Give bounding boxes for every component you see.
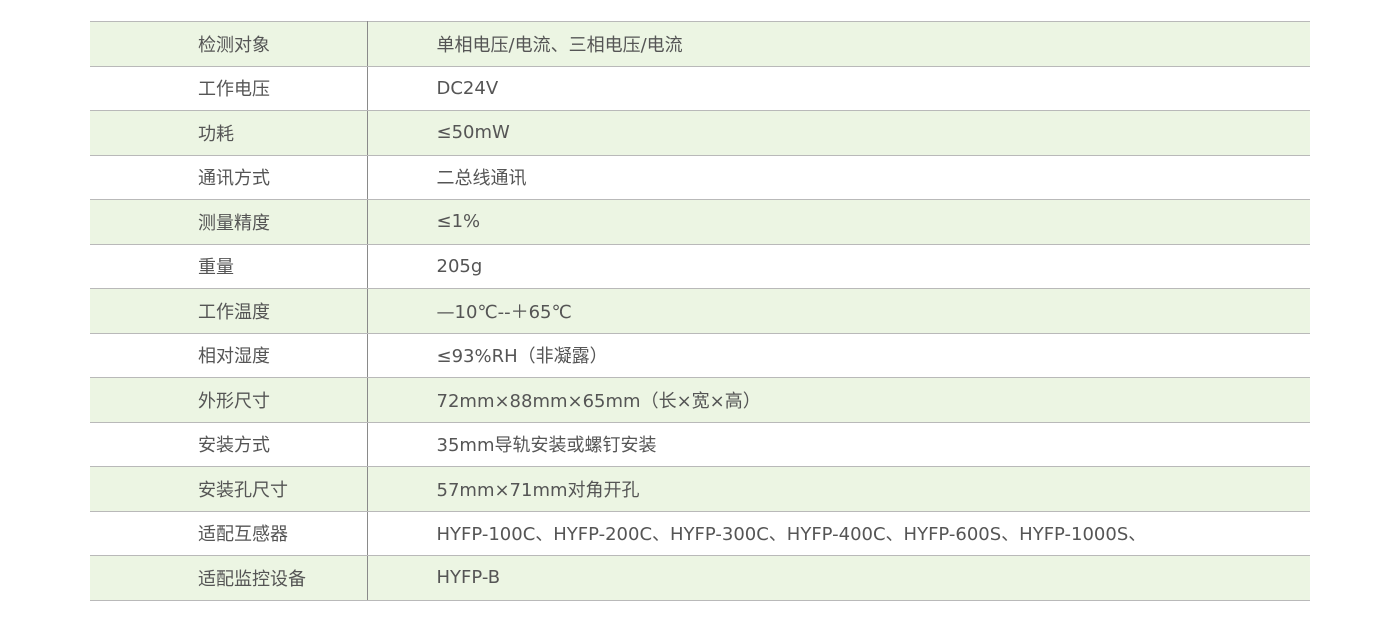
spec-value: HYFP-B [367,555,1310,601]
spec-value: ≤50mW [367,110,1310,156]
table-row: 安装方式 35mm导轨安装或螺钉安装 [90,422,1310,467]
spec-label: 重量 [90,244,368,289]
spec-value: 单相电压/电流、三相电压/电流 [367,21,1310,67]
spec-value: 35mm导轨安装或螺钉安装 [367,422,1310,467]
spec-label: 功耗 [90,110,368,156]
table-row: 测量精度 ≤1% [90,199,1310,245]
spec-label: 测量精度 [90,199,368,245]
spec-label: 检测对象 [90,21,368,67]
table-row: 功耗 ≤50mW [90,110,1310,156]
table-row: 相对湿度 ≤93%RH（非凝露） [90,333,1310,378]
spec-label: 通讯方式 [90,155,368,200]
spec-value: HYFP-100C、HYFP-200C、HYFP-300C、HYFP-400C、… [367,511,1310,556]
spec-label: 适配监控设备 [90,555,368,601]
spec-value: ≤93%RH（非凝露） [367,333,1310,378]
spec-label: 安装孔尺寸 [90,466,368,512]
spec-value: 57mm×71mm对角开孔 [367,466,1310,512]
spec-value: 二总线通讯 [367,155,1310,200]
spec-label: 工作电压 [90,66,368,111]
spec-value: 205g [367,244,1310,289]
table-row: 外形尺寸 72mm×88mm×65mm（长×宽×高） [90,377,1310,423]
table-row: 适配互感器 HYFP-100C、HYFP-200C、HYFP-300C、HYFP-… [90,511,1310,556]
spec-table: 检测对象 单相电压/电流、三相电压/电流 工作电压 DC24V 功耗 ≤50mW 通讯方式二… [90,21,1310,601]
spec-label: 适配互感器 [90,511,368,556]
spec-value: —10℃--＋65℃ [367,288,1310,334]
table-row: 重量 205g [90,244,1310,289]
spec-label: 外形尺寸 [90,377,368,423]
spec-label: 工作温度 [90,288,368,334]
table-row: 安装孔尺寸 57mm×71mm对角开孔 [90,466,1310,512]
table-row: 适配监控设备 HYFP-B [90,555,1310,601]
table-row: 工作温度 —10℃--＋65℃ [90,288,1310,334]
table-row: 工作电压 DC24V [90,66,1310,111]
table-row: 通讯方式 二总线通讯 [90,155,1310,200]
spec-value: ≤1% [367,199,1310,245]
spec-value: 72mm×88mm×65mm（长×宽×高） [367,377,1310,423]
spec-label: 相对湿度 [90,333,368,378]
table-row: 检测对象 单相电压/电流、三相电压/电流 [90,21,1310,67]
spec-label: 安装方式 [90,422,368,467]
spec-value: DC24V [367,66,1310,111]
